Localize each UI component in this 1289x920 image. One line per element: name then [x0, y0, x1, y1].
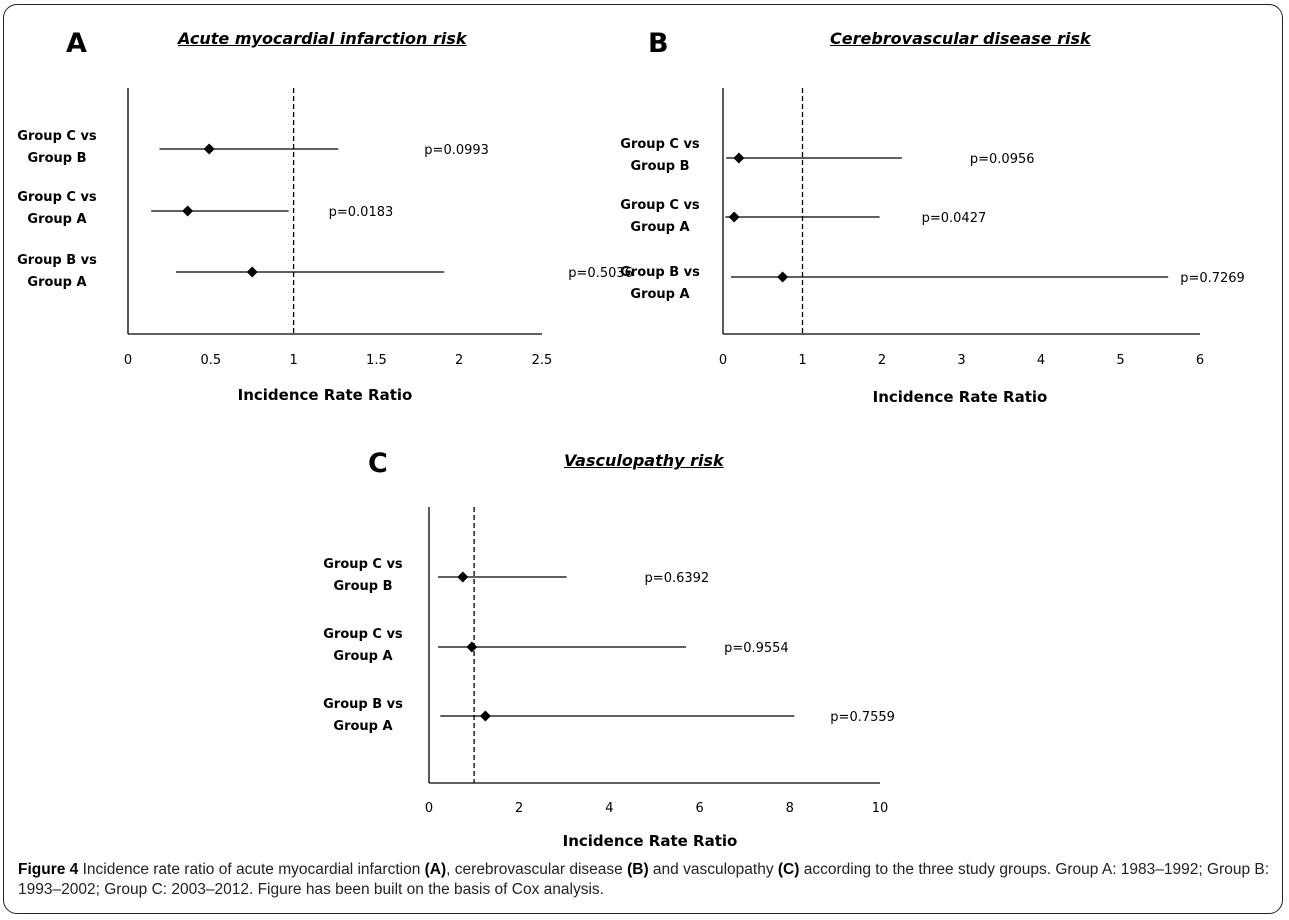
estimate-marker [777, 271, 789, 283]
estimate-marker [728, 211, 740, 223]
caption-text: and vasculopathy [648, 861, 778, 878]
x-tick-label: 1 [798, 353, 806, 368]
p-value-label: p=0.5036 [568, 266, 633, 281]
row-label: Group B vs Group A [320, 694, 406, 738]
row-label-line1: Group C vs [323, 627, 403, 642]
estimate-marker [457, 571, 469, 583]
row-label-line2: Group A [27, 212, 87, 227]
caption-ref-a: (A) [424, 861, 447, 878]
x-tick-label: 2 [878, 353, 886, 368]
row-label: Group C vs Group A [320, 624, 406, 668]
row-label-line2: Group A [333, 719, 393, 734]
row-label: Group C vs Group B [320, 554, 406, 598]
caption-ref-c: (C) [777, 861, 800, 878]
row-label-line1: Group B vs [17, 253, 97, 268]
x-tick-label: 2 [515, 801, 523, 816]
x-tick-label: 1 [289, 353, 297, 368]
row-label-line1: Group C vs [620, 198, 700, 213]
row-label: Group C vs Group B [617, 134, 703, 178]
forest-plot-svg: 0 1 2 3 4 5 6 Incidence Rate Ratio p=0.0956 p=0.0… [719, 88, 1245, 406]
x-tick-label: 0 [124, 353, 132, 368]
row-label: Group B vs Group A [14, 250, 100, 294]
p-value-label: p=0.7269 [1180, 271, 1245, 286]
x-tick-label: 2 [455, 353, 463, 368]
x-tick-label: 2.5 [532, 353, 553, 368]
row-label-line1: Group C vs [620, 137, 700, 152]
row-label-line1: Group B vs [620, 265, 700, 280]
x-tick-label: 6 [695, 801, 703, 816]
panel-label: B [648, 28, 669, 59]
row-label: Group C vs Group A [14, 187, 100, 231]
panel-title: Acute myocardial infarction risk [178, 29, 467, 48]
row-label-line2: Group B [333, 579, 393, 594]
x-tick-label: 6 [1196, 353, 1204, 368]
caption-text: , cerebrovascular disease [446, 861, 628, 878]
panel-label: C [368, 448, 388, 479]
x-tick-label: 5 [1116, 353, 1124, 368]
x-tick-label: 0 [719, 353, 727, 368]
p-value-label: p=0.7559 [830, 710, 895, 725]
caption-ref-b: (B) [627, 861, 649, 878]
x-axis-title: Incidence Rate Ratio [238, 386, 413, 404]
x-tick-label: 4 [1037, 353, 1045, 368]
estimate-marker [182, 205, 194, 217]
x-tick-label: 4 [605, 801, 613, 816]
estimate-marker [479, 710, 491, 722]
panel-b: B Cerebrovascular disease risk Group C v… [0, 0, 1289, 420]
p-value-label: p=0.0993 [424, 143, 489, 158]
forest-plot-svg: 0 0.5 1 1.5 2 2.5 Incidence Rate Ratio p=0.0993… [124, 88, 633, 404]
x-axis-title: Incidence Rate Ratio [873, 388, 1048, 406]
panel-c: C Vasculopathy risk Group C vs Group B G… [320, 448, 895, 850]
estimate-marker [246, 266, 258, 278]
estimate-marker [203, 143, 215, 155]
row-label: Group B vs Group A [617, 262, 703, 306]
panel-label: A [66, 28, 87, 59]
x-tick-label: 3 [957, 353, 965, 368]
p-value-label: p=0.0427 [922, 211, 987, 226]
caption-text: Incidence rate ratio of acute myocardial… [78, 861, 425, 878]
panel-a: A Acute myocardial infarction risk Group… [0, 0, 640, 420]
panel-title: Vasculopathy risk [564, 451, 724, 470]
figure-label: Figure 4 [18, 861, 79, 878]
x-tick-label: 0 [425, 801, 433, 816]
row-label-line1: Group B vs [323, 697, 403, 712]
p-value-label: p=0.0183 [329, 205, 394, 220]
estimate-marker [733, 152, 745, 164]
x-tick-label: 10 [872, 801, 889, 816]
row-label-line2: Group B [630, 159, 690, 174]
figure-frame [3, 4, 1283, 914]
x-tick-label: 8 [786, 801, 794, 816]
row-label-line1: Group C vs [17, 129, 97, 144]
row-label-line2: Group A [630, 287, 690, 302]
row-label-line2: Group B [27, 151, 87, 166]
row-label-line2: Group A [333, 649, 393, 664]
row-label: Group C vs Group A [617, 195, 703, 239]
forest-plot-svg: 0 2 4 6 8 10 Incidence Rate Ratio p=0.6392 p=0.9… [425, 507, 895, 850]
row-label: Group C vs Group B [14, 126, 100, 170]
p-value-label: p=0.0956 [970, 152, 1035, 167]
x-tick-label: 1.5 [366, 353, 387, 368]
row-label-line1: Group C vs [323, 557, 403, 572]
row-label-line2: Group A [27, 275, 87, 290]
x-tick-label: 0.5 [200, 353, 221, 368]
row-label-line1: Group C vs [17, 190, 97, 205]
p-value-label: p=0.6392 [645, 571, 710, 586]
p-value-label: p=0.9554 [724, 641, 789, 656]
panel-title: Cerebrovascular disease risk [830, 29, 1091, 48]
caption-text: according to the three study groups. Gro… [18, 861, 1270, 898]
estimate-marker [466, 641, 478, 653]
figure-caption: Figure 4 Incidence rate ratio of acute m… [18, 860, 1273, 900]
x-axis-title: Incidence Rate Ratio [563, 832, 738, 850]
row-label-line2: Group A [630, 220, 690, 235]
